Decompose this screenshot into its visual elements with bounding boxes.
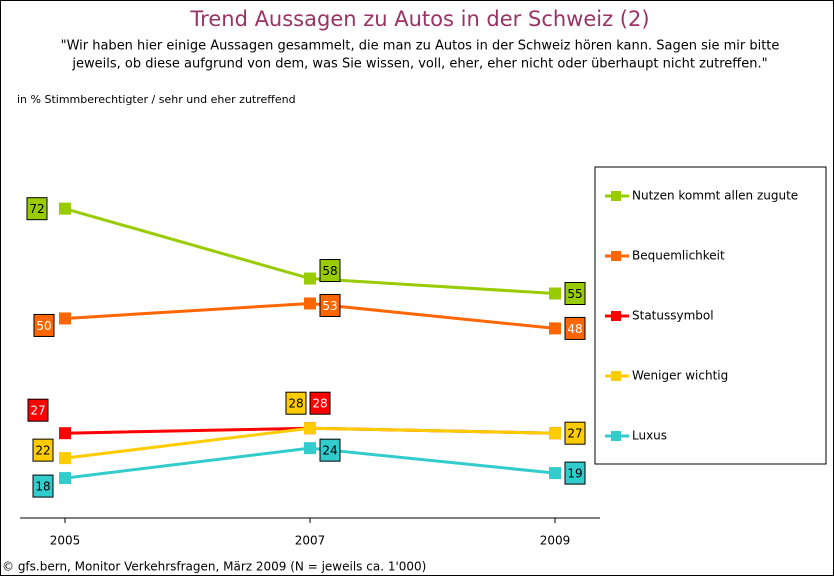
legend-marker [611,371,621,381]
data-label: 18 [35,480,50,494]
point-marker [549,322,561,335]
label-box [27,398,49,422]
data-label: 55 [567,287,582,301]
data-label: 53 [322,299,337,313]
data-label: 28 [288,397,303,411]
point-marker [59,202,71,215]
data-label: 58 [322,264,337,278]
label-box [564,282,586,305]
chart-title: Trend Aussagen zu Autos in der Schweiz (… [189,7,649,31]
label-box [319,293,341,317]
label-box [285,391,307,415]
label-box [26,197,48,221]
point-marker [304,272,316,285]
label-box [564,421,586,445]
subtitle: "Wir haben hier einige Aussagen gesammel… [61,39,780,54]
data-label: 48 [567,322,582,336]
x-tick-label: 2005 [50,534,81,548]
data-label: 24 [322,444,337,458]
point-marker [304,422,316,435]
label-box [32,438,54,462]
source: © gfs.bern, Monitor Verkehrsfragen, März… [2,560,426,574]
label-box [319,438,341,462]
point-marker [59,452,71,465]
point-marker [59,312,71,325]
label-box [32,474,54,498]
legend-label: Luxus [632,429,667,443]
legend-marker [611,431,621,441]
x-tick-label: 2007 [295,534,326,548]
label-box [564,316,586,340]
legend-marker [611,191,621,201]
point-marker [549,427,561,440]
point-marker [304,442,316,455]
label-box [309,391,331,415]
x-tick-label: 2009 [540,534,571,548]
legend-label: Nutzen kommt allen zugute [632,189,798,203]
legend-label: Weniger wichtig [632,369,728,383]
label-box [319,259,341,283]
label-box [33,313,55,337]
data-label: 50 [36,319,51,333]
note: in % Stimmberechtigter / sehr und eher z… [17,93,296,106]
legend-marker [611,311,621,321]
point-marker [549,467,561,480]
data-label: 22 [35,444,50,458]
data-label: 27 [30,404,45,418]
legend-box [594,166,827,465]
point-marker [59,472,71,485]
subtitle: jeweils, ob diese aufgrund von dem, was … [71,57,767,72]
data-label: 27 [567,427,582,441]
data-label: 72 [29,202,44,216]
point-marker [304,297,316,310]
data-label: 19 [567,467,582,481]
point-marker [59,427,71,440]
data-label: 28 [312,397,327,411]
legend-label: Statussymbol [632,309,714,323]
label-box [564,461,586,485]
point-marker [549,287,561,300]
legend-label: Bequemlichkeit [632,249,725,263]
legend-marker [611,251,621,261]
